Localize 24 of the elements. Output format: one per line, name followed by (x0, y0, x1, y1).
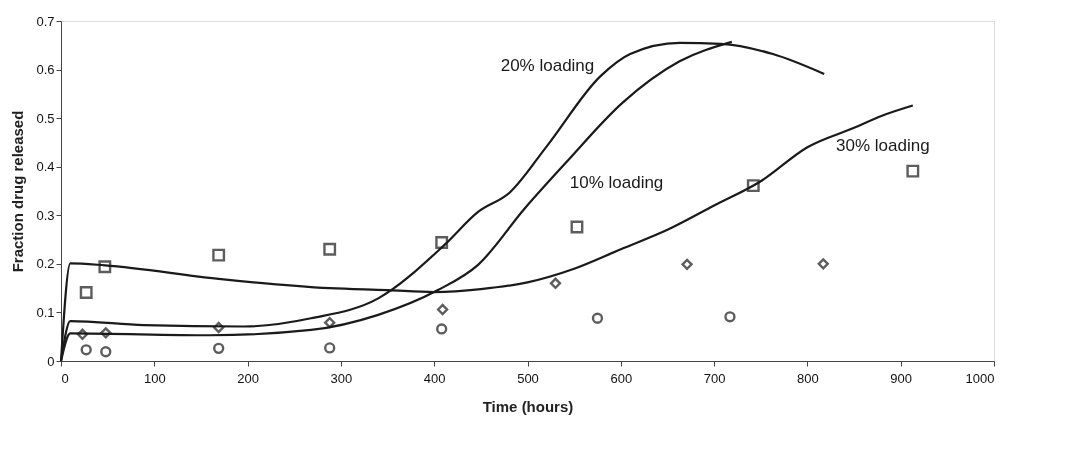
y-tick-label: 0.1 (36, 304, 55, 320)
x-tick-label: 600 (610, 370, 633, 386)
x-tick-label: 200 (237, 370, 259, 386)
y-tick-label: 0.6 (36, 62, 55, 78)
x-tick-label: 100 (143, 370, 166, 386)
y-tick-label: 0.5 (36, 110, 55, 126)
y-tick-label: 0.2 (36, 256, 55, 272)
x-tick-label: 500 (517, 370, 539, 386)
x-axis-title: Time (hours) (482, 397, 574, 415)
y-tick-label: 0.3 (36, 207, 55, 223)
x-tick-label: 0 (61, 370, 69, 386)
x-tick-label: 900 (890, 370, 913, 386)
x-tick-label: 800 (797, 370, 819, 386)
series-label: 20% loading (500, 56, 595, 76)
y-tick-label: 0.7 (36, 13, 55, 29)
series-label: 10% loading (569, 172, 664, 192)
x-tick-label: 300 (330, 370, 353, 386)
y-tick-label: 0.4 (36, 159, 55, 175)
x-tick-label: 1000 (965, 370, 995, 386)
x-tick-label: 700 (703, 370, 726, 386)
y-axis-title: Fraction drug released (9, 110, 27, 273)
x-tick-label: 400 (423, 370, 446, 386)
series-label: 30% loading (836, 135, 930, 155)
y-tick-label: 0 (47, 353, 55, 369)
